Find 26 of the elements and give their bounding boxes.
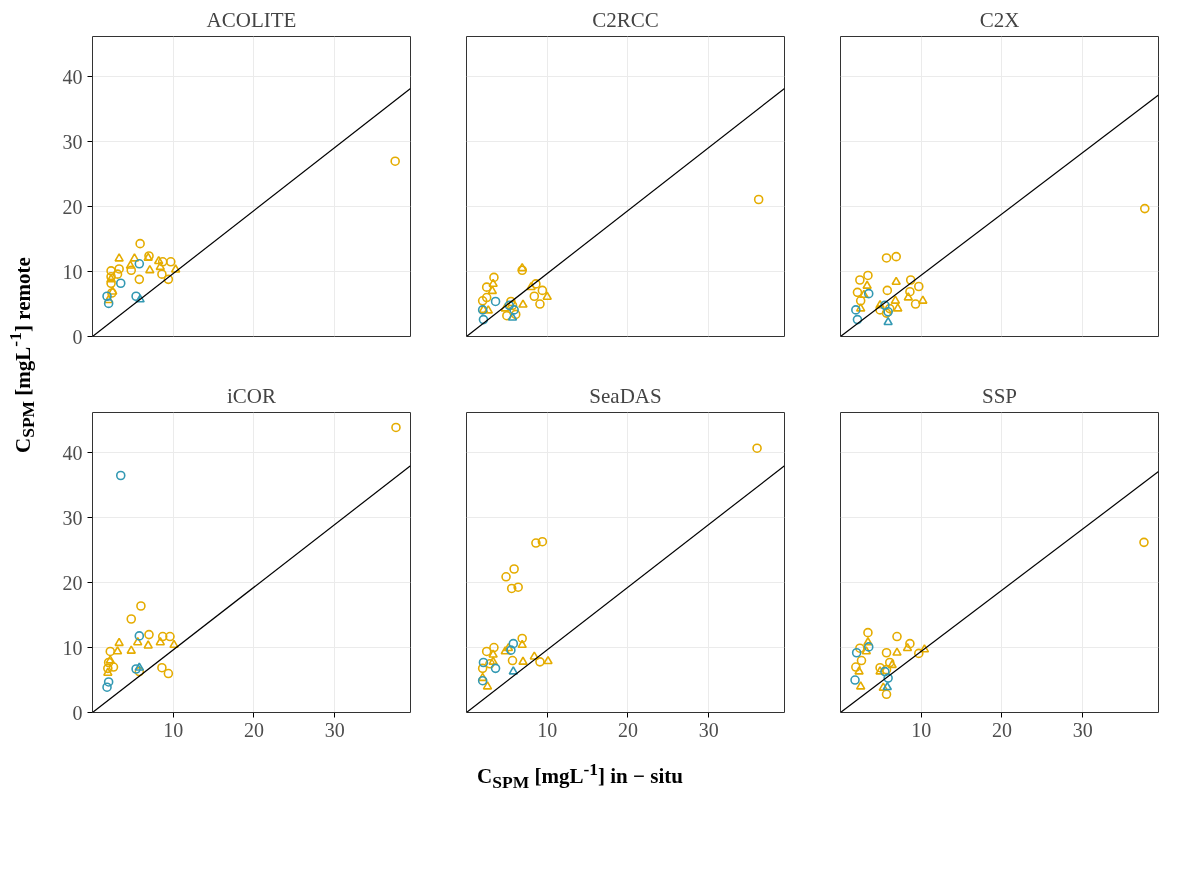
x-tick-label: 10: [911, 718, 932, 741]
x-tick-label: 20: [991, 718, 1012, 741]
y-tick-label: 10: [62, 636, 83, 659]
x-tick-label: 10: [537, 718, 558, 741]
chart-title: C2RCC: [592, 7, 659, 32]
y-tick-label: 10: [62, 260, 83, 283]
x-tick-label: 30: [1072, 718, 1093, 741]
chart-title: C2X: [979, 7, 1020, 32]
x-tick-label: 20: [243, 718, 264, 741]
x-axis-title: C$_{SPM}$ [mgL$^{-1}$] in − situ: [477, 758, 683, 795]
chart-title: iCOR: [226, 383, 277, 408]
chart-title: SSP: [981, 383, 1018, 408]
x-tick-label: 10: [163, 718, 184, 741]
x-tick-label: 30: [698, 718, 719, 741]
y-tick-label: 30: [62, 130, 83, 153]
y-tick-label: 20: [62, 195, 83, 218]
x-tick-label: 20: [617, 718, 638, 741]
y-tick-label: 40: [62, 65, 83, 88]
y-tick-label: 30: [62, 506, 83, 529]
x-tick-label: 30: [324, 718, 345, 741]
y-tick-label: 0: [72, 701, 83, 724]
y-tick-label: 20: [62, 571, 83, 594]
y-tick-label: 0: [72, 325, 83, 348]
chart-title: SeaDAS: [589, 383, 662, 408]
chart-title: ACOLITE: [206, 7, 297, 32]
y-tick-label: 40: [62, 441, 83, 464]
